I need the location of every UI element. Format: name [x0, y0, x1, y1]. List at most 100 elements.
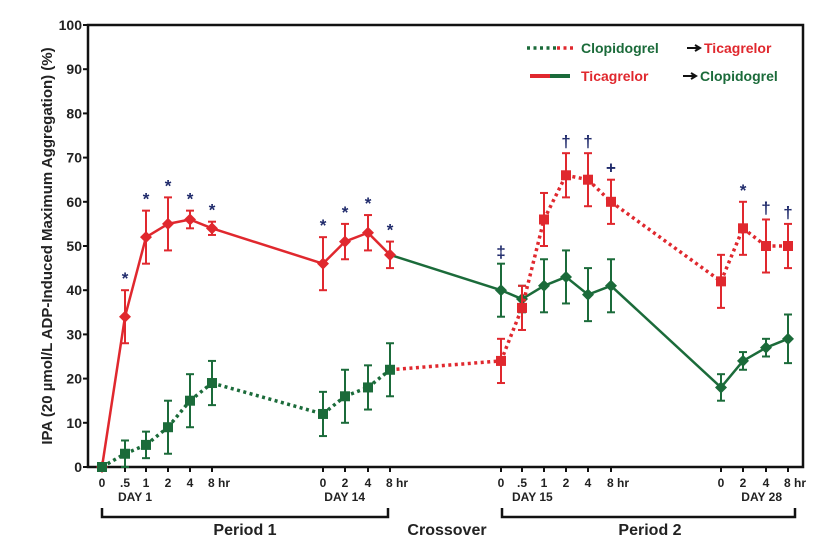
data-point-square — [120, 448, 130, 459]
data-point-square — [207, 378, 217, 389]
data-point-square — [539, 214, 549, 225]
x-tick-label: 8 hr — [784, 476, 806, 490]
y-tick-label: 40 — [66, 282, 82, 298]
y-tick-label: 70 — [66, 150, 82, 166]
series-layer: * * * * * * * * * ‡ † † + * † † — [96, 132, 794, 473]
x-tick-label: .5 — [517, 476, 527, 490]
series-line-segment — [389, 253, 502, 292]
y-tick-label: 10 — [66, 415, 82, 431]
data-point-square — [738, 223, 748, 234]
data-point-diamond — [715, 381, 727, 394]
series-line-segment — [742, 346, 767, 363]
significance-marker: + — [606, 159, 616, 178]
data-point-square — [185, 395, 195, 406]
significance-marker: * — [165, 176, 172, 195]
x-tick-label: 0 — [320, 476, 327, 490]
x-tick-label: 2 — [740, 476, 747, 490]
y-tick-label: 30 — [66, 326, 82, 342]
data-point-diamond — [782, 332, 794, 345]
series-line-segment — [720, 360, 744, 389]
series-line-segment — [609, 200, 723, 283]
y-tick-label: 20 — [66, 371, 82, 387]
series-line-segment — [499, 307, 524, 362]
series-line-segment — [211, 381, 324, 416]
x-tick-label: 2 — [563, 476, 570, 490]
series-line-segment — [322, 240, 346, 265]
legend-label-from: Clopidogrel — [581, 40, 659, 56]
x-tick-label: 0 — [718, 476, 725, 490]
data-point-diamond — [495, 284, 507, 297]
data-point-diamond — [119, 310, 131, 323]
period-1-bracket — [100, 508, 390, 519]
series-line-segment — [123, 236, 148, 318]
data-point-square — [363, 382, 373, 393]
x-tick-label: .5 — [120, 476, 130, 490]
series-line-segment — [741, 226, 768, 248]
y-axis-label: IPA (20 µmol/L ADP-Induced Maximum Aggre… — [39, 47, 56, 444]
x-tick-label: 4 — [187, 476, 194, 490]
legend-label-to: Clopidogrel — [700, 68, 778, 84]
significance-marker: ‡ — [496, 243, 505, 262]
data-point-diamond — [538, 279, 550, 292]
legend-label-to: Ticagrelor — [704, 40, 772, 56]
y-axis: 0 10 20 30 40 50 60 70 80 90 100 — [59, 17, 88, 475]
significance-marker: * — [740, 181, 747, 200]
x-tick-label: 4 — [365, 476, 372, 490]
x-tick-label: 1 — [541, 476, 548, 490]
x-tick-label: 2 — [342, 476, 349, 490]
series-line-segment — [211, 227, 324, 265]
data-point-square — [141, 439, 151, 450]
series-line-segment — [367, 231, 391, 256]
day-label: DAY 1 — [118, 490, 152, 504]
data-point-square — [318, 408, 328, 419]
data-point-square — [163, 422, 173, 433]
data-point-square — [606, 196, 616, 207]
x-tick-label: 8 hr — [386, 476, 408, 490]
series-line-segment — [144, 425, 170, 447]
arrow-icon — [683, 72, 698, 80]
x-tick-label: 2 — [165, 476, 172, 490]
x-tick-label: 4 — [763, 476, 770, 490]
significance-marker: † — [783, 203, 792, 222]
significance-marker: † — [761, 198, 770, 217]
significance-marker: * — [209, 201, 216, 220]
significance-marker: † — [583, 132, 592, 151]
y-tick-label: 100 — [59, 17, 83, 33]
data-point-diamond — [140, 231, 152, 244]
data-point-diamond — [384, 248, 396, 261]
x-tick-label: 0 — [498, 476, 505, 490]
data-point-diamond — [206, 222, 218, 235]
series-line-segment — [520, 219, 546, 309]
data-point-diamond — [317, 257, 329, 270]
significance-marker: * — [122, 269, 129, 288]
significance-marker: * — [387, 221, 394, 240]
plot-frame — [86, 23, 805, 469]
period-label: Period 1 — [213, 522, 276, 539]
y-tick-label: 0 — [74, 459, 82, 475]
significance-marker: † — [561, 132, 570, 151]
data-point-square — [561, 170, 571, 181]
significance-marker: * — [365, 194, 372, 213]
series-line-segment — [610, 284, 722, 389]
data-point-square — [783, 241, 793, 251]
legend-label-from: Ticagrelor — [581, 68, 649, 84]
x-tick-label: 8 hr — [607, 476, 629, 490]
series-line-segment — [389, 359, 502, 372]
data-point-diamond — [560, 270, 572, 283]
data-point-diamond — [339, 235, 351, 248]
period-2-bracket — [500, 508, 797, 519]
data-point-diamond — [162, 217, 174, 230]
x-tick-label: 4 — [585, 476, 592, 490]
x-axis: 0 .5 1 2 4 8 hr 0 2 4 8 hr 0 .5 1 2 4 8 hr 0 2 4 8 hr DAY 1 D… — [99, 467, 806, 539]
significance-marker: * — [320, 216, 327, 235]
y-tick-label: 90 — [66, 61, 82, 77]
series-line-segment — [188, 381, 214, 403]
significance-marker: * — [143, 190, 150, 209]
data-point-diamond — [582, 288, 594, 301]
series-line-segment — [542, 174, 568, 221]
series-line-segment — [366, 368, 392, 389]
y-tick-label: 80 — [66, 105, 82, 121]
day-label: DAY 15 — [512, 490, 553, 504]
plot-border — [86, 23, 805, 469]
